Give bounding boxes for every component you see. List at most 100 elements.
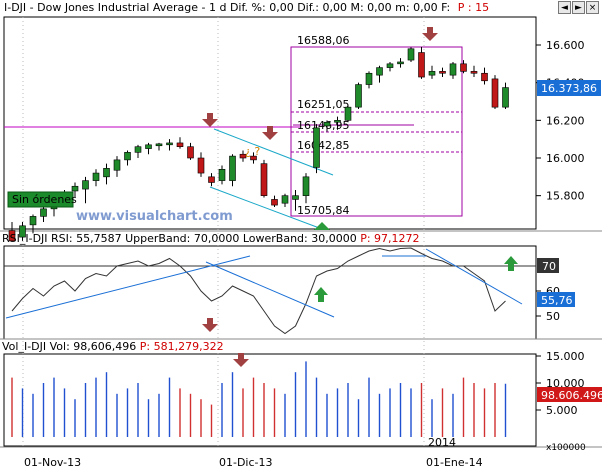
candle-body	[29, 216, 37, 226]
fibo-label-3: 16042,85	[297, 139, 350, 152]
up-arrow-icon	[504, 256, 518, 271]
candle-body	[82, 180, 89, 190]
candle-body	[281, 195, 289, 204]
candle-body	[302, 176, 310, 196]
vol-title-text: Vol_I-DJI Vol: 98,606,496	[2, 340, 137, 353]
candle-body	[40, 208, 47, 217]
close-button[interactable]: ×	[586, 1, 599, 14]
header-price: P : 15	[457, 1, 490, 14]
volume-axis: 15.000 10.000 5.000	[536, 350, 585, 417]
candle-body	[449, 63, 457, 76]
down-arrow-icon	[202, 318, 218, 332]
candle-body	[365, 72, 373, 85]
candle-body	[71, 185, 79, 192]
vol-tick-label: 10.000	[546, 377, 585, 390]
candle-body	[155, 143, 163, 147]
header-title: I-DJI - Dow Jones Industrial Average - 1…	[4, 1, 451, 14]
vol-title: Vol_I-DJI Vol: 98,606,496 P: 581,279,322	[2, 340, 224, 354]
rsi-panel-frame	[3, 245, 537, 340]
vol-tick-label: 15.000	[546, 350, 585, 363]
down-arrow-icon	[262, 126, 278, 140]
candle-body	[502, 87, 509, 108]
candle-body	[439, 71, 446, 74]
rsi-tick-label: 50	[546, 310, 560, 323]
candle-body	[166, 142, 173, 146]
vol-multiplier: x100000	[546, 443, 586, 453]
candle-body	[229, 155, 236, 181]
up-arrow-icon	[314, 222, 330, 230]
candle-body	[250, 155, 257, 161]
vol-value-label: 98.606.496	[541, 389, 602, 402]
candle-body	[113, 159, 121, 171]
rsi-title: RSI_I-DJI RSI: 55,7587 UpperBand: 70,000…	[2, 232, 420, 246]
candle-body	[239, 153, 247, 159]
candle-body	[134, 146, 142, 153]
rsi-title-red: P: 97,1272	[360, 232, 420, 245]
orders-badge	[7, 191, 74, 208]
candle-body	[428, 71, 436, 76]
candle-body	[407, 48, 415, 61]
chart-header: I-DJI - Dow Jones Industrial Average - 1…	[0, 0, 602, 16]
question-marks: ¿ ?	[245, 145, 260, 158]
scroll-left-button[interactable]: ◄	[558, 1, 571, 14]
candle-body	[313, 127, 320, 168]
candles	[8, 46, 509, 242]
price-tick-label: 16.200	[546, 114, 585, 127]
rsi-value-label: 55,76	[541, 294, 573, 307]
up-arrow-icon	[314, 287, 328, 302]
date-label: 01-Nov-13	[24, 456, 82, 469]
price-panel-frame	[3, 16, 537, 230]
candle-body	[386, 63, 394, 68]
rsi-title-text: RSI_I-DJI RSI: 55,7587 UpperBand: 70,000…	[2, 232, 357, 245]
candle-body	[334, 120, 341, 123]
fibo-label-1: 16251,05	[297, 98, 350, 111]
rsi-trendline	[425, 248, 523, 305]
down-arrow-icon	[202, 113, 218, 127]
candle-body	[491, 78, 499, 108]
candle-body	[187, 146, 194, 159]
fibo-label-2: 16146,95	[297, 119, 350, 132]
vol-title-red: P: 581,279,322	[139, 340, 224, 353]
candle-body	[470, 71, 478, 74]
rsi-value-tag	[537, 292, 575, 307]
candle-body	[92, 172, 100, 181]
candle-body	[8, 230, 16, 242]
price-tick-label: 16.000	[546, 152, 585, 165]
candle-body	[460, 63, 467, 72]
rsi-band-tag	[537, 258, 559, 273]
price-tick-label: 16.600	[546, 39, 585, 52]
volume-bars	[11, 361, 507, 437]
channel-lower	[209, 186, 323, 230]
date-label: 01-Ene-14	[426, 456, 483, 469]
candle-body	[218, 169, 226, 181]
candle-body	[355, 84, 362, 108]
candle-body	[418, 52, 425, 78]
price-tick-label: 15.800	[546, 190, 585, 203]
rsi-trendline	[205, 261, 335, 318]
candle-body	[271, 199, 278, 206]
vol-tick-label: 5.000	[546, 404, 578, 417]
date-label: 01-Dic-13	[219, 456, 273, 469]
candle-body	[124, 152, 131, 161]
candle-body	[145, 144, 152, 149]
scroll-right-button[interactable]: ►	[572, 1, 585, 14]
candle-body	[19, 225, 26, 238]
down-arrow-icon	[233, 353, 249, 367]
price-tag-label: 16.373,86	[541, 82, 597, 95]
fibo-label-top: 16588,06	[297, 34, 350, 47]
candle-body	[397, 61, 404, 65]
channel-upper	[213, 128, 334, 176]
fibo-label-bottom: 15705,84	[297, 204, 350, 217]
candle-body	[208, 176, 215, 183]
watermark: www.visualchart.com	[76, 209, 233, 224]
candle-body	[292, 195, 299, 200]
candle-body	[197, 157, 205, 174]
orders-badge-label: Sin órdenes	[12, 193, 77, 206]
vol-value-tag	[537, 387, 602, 402]
candle-body	[344, 106, 352, 121]
candle-body	[260, 163, 268, 196]
rsi-line	[11, 247, 506, 335]
rsi-trendline	[5, 255, 251, 319]
